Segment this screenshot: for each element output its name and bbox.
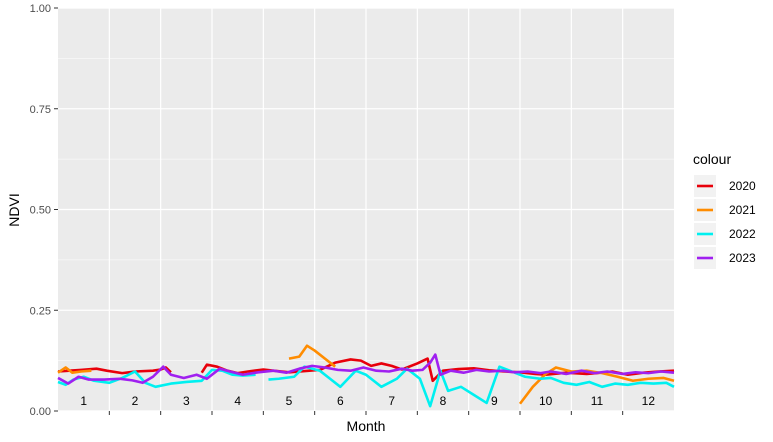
series-2023: [57, 353, 675, 385]
month-label: 5: [286, 394, 293, 408]
legend: colour 2020 2021 2022 2023: [693, 151, 756, 269]
y-axis-title: NDVI: [6, 193, 22, 226]
legend-title: colour: [693, 151, 731, 167]
series-line-2021: [288, 344, 337, 368]
legend-item-2022: 2022: [694, 223, 756, 245]
month-label: 9: [491, 394, 498, 408]
legend-item-2023: 2023: [694, 247, 756, 269]
month-label: 3: [183, 394, 190, 408]
y-tick-label: 0.50: [30, 205, 51, 217]
legend-item-2020: 2020: [694, 175, 756, 197]
series-layer: [57, 344, 675, 408]
axis-layer: 0.00 0.25 0.50 0.75 1.00: [30, 3, 624, 418]
month-label-layer: 1 2 3 4 5 6 7 8 9 10 11 12: [80, 394, 655, 408]
legend-label: 2020: [729, 179, 756, 193]
y-tick-label: 0.00: [30, 406, 51, 418]
month-label: 4: [234, 394, 241, 408]
series-line-2021: [57, 366, 92, 375]
series-line-2023: [57, 353, 675, 385]
legend-label: 2023: [729, 251, 756, 265]
legend-item-2021: 2021: [694, 199, 756, 221]
month-label: 10: [539, 394, 553, 408]
series-line-2022: [268, 365, 675, 408]
y-tick-label: 1.00: [30, 3, 51, 15]
month-label: 7: [388, 394, 395, 408]
legend-label: 2021: [729, 203, 756, 217]
legend-items: 2020 2021 2022 2023: [694, 175, 756, 269]
y-tick-label: 0.75: [30, 104, 51, 116]
month-label: 6: [337, 394, 344, 408]
month-label: 12: [642, 394, 656, 408]
series-line-2020: [200, 357, 675, 383]
legend-label: 2022: [729, 227, 756, 241]
month-label: 8: [440, 394, 447, 408]
month-label: 11: [591, 394, 604, 408]
month-label: 2: [132, 394, 139, 408]
x-axis-title: Month: [347, 418, 386, 434]
month-label: 1: [80, 394, 87, 408]
y-tick-label: 0.25: [30, 305, 51, 317]
